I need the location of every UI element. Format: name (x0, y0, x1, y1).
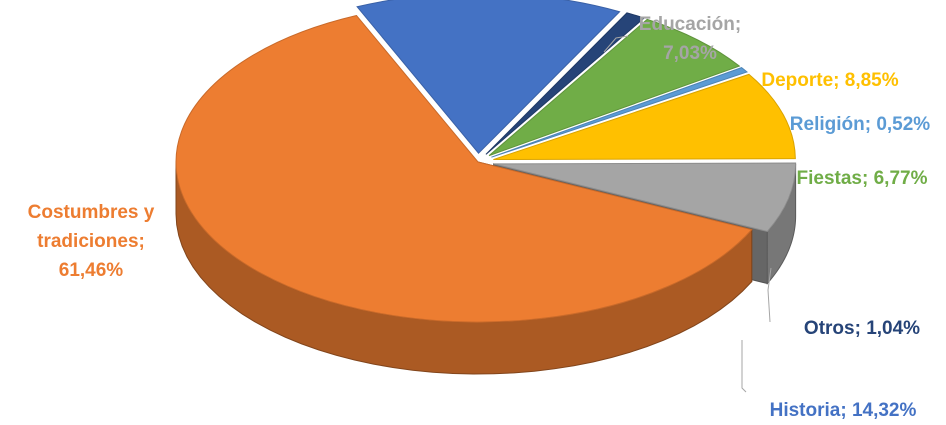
pie-slices (175, 0, 797, 375)
slice-otros (485, 12, 646, 155)
slice-religión (491, 67, 749, 158)
data-labels: Educación; 7,03% Deporte; 8,85% Religión; 0… (28, 14, 931, 421)
leader-lines (603, 35, 772, 393)
slice-historia (356, 0, 621, 154)
slice-costumbres-y-tradiciones (175, 14, 753, 323)
leader-educación (603, 35, 629, 53)
label-costumbres-y-tradiciones: Costumbres y tradiciones; 61,46% (28, 202, 155, 281)
label-historia: Historia; 14,32% (770, 400, 917, 421)
slice-educación (493, 162, 797, 233)
label-educación: Educación; 7,03% (639, 14, 741, 64)
slice-fiestas (488, 18, 741, 157)
label-religión: Religión; 0,52% (790, 114, 931, 135)
slice-deporte (493, 73, 796, 161)
label-fiestas: Fiestas; 6,77% (797, 168, 928, 189)
label-otros: Otros; 1,04% (804, 318, 920, 339)
label-deporte: Deporte; 8,85% (761, 70, 898, 91)
leader-otros (767, 267, 772, 323)
leader-historia (741, 340, 747, 393)
